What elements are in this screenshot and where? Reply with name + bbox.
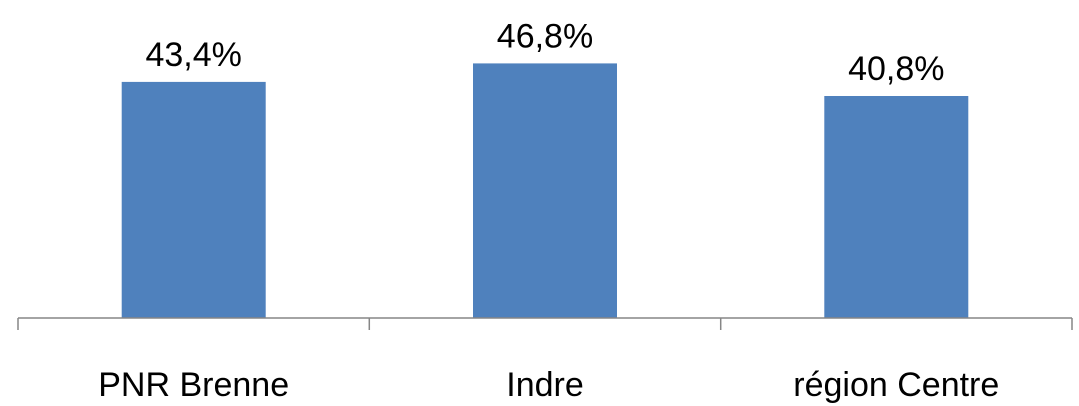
data-labels-group: 43,4% 46,8% 40,8% (145, 17, 944, 88)
bar-3 (824, 96, 969, 318)
x-tick-label-3: région Centre (793, 366, 999, 404)
x-axis (17, 317, 1073, 330)
data-label-1: 43,4% (145, 36, 241, 74)
bars-group (121, 63, 969, 319)
bar-2 (473, 63, 617, 319)
x-tick-label-2: Indre (506, 366, 584, 404)
bar-1 (121, 81, 266, 319)
x-tick-label-1: PNR Brenne (98, 366, 289, 404)
data-label-3: 40,8% (848, 50, 944, 88)
data-label-2: 46,8% (497, 17, 593, 55)
x-tick-labels-group: PNR Brenne Indre région Centre (98, 366, 999, 404)
